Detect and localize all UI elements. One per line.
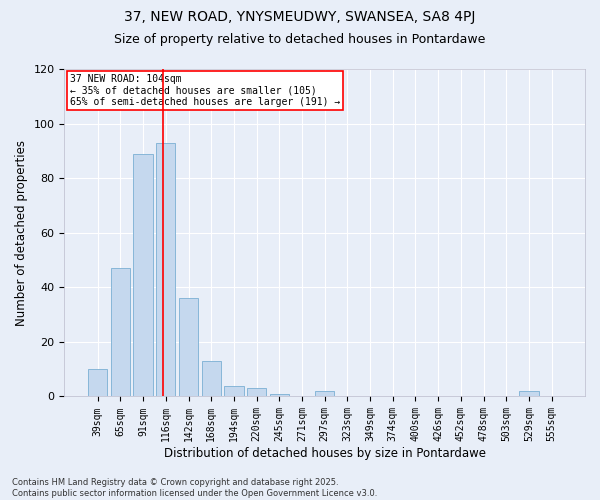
X-axis label: Distribution of detached houses by size in Pontardawe: Distribution of detached houses by size … [164, 447, 486, 460]
Bar [88, 369, 107, 396]
Bar [111, 268, 130, 396]
Bar [247, 388, 266, 396]
Bar [133, 154, 153, 396]
Bar [315, 391, 334, 396]
Bar [520, 391, 539, 396]
Text: Contains HM Land Registry data © Crown copyright and database right 2025.
Contai: Contains HM Land Registry data © Crown c… [12, 478, 377, 498]
Bar [179, 298, 198, 396]
Bar [202, 361, 221, 396]
Bar [224, 386, 244, 396]
Text: 37, NEW ROAD, YNYSMEUDWY, SWANSEA, SA8 4PJ: 37, NEW ROAD, YNYSMEUDWY, SWANSEA, SA8 4… [124, 10, 476, 24]
Bar [156, 142, 175, 396]
Bar [269, 394, 289, 396]
Y-axis label: Number of detached properties: Number of detached properties [15, 140, 28, 326]
Text: Size of property relative to detached houses in Pontardawe: Size of property relative to detached ho… [115, 32, 485, 46]
Text: 37 NEW ROAD: 104sqm
← 35% of detached houses are smaller (105)
65% of semi-detac: 37 NEW ROAD: 104sqm ← 35% of detached ho… [70, 74, 340, 107]
